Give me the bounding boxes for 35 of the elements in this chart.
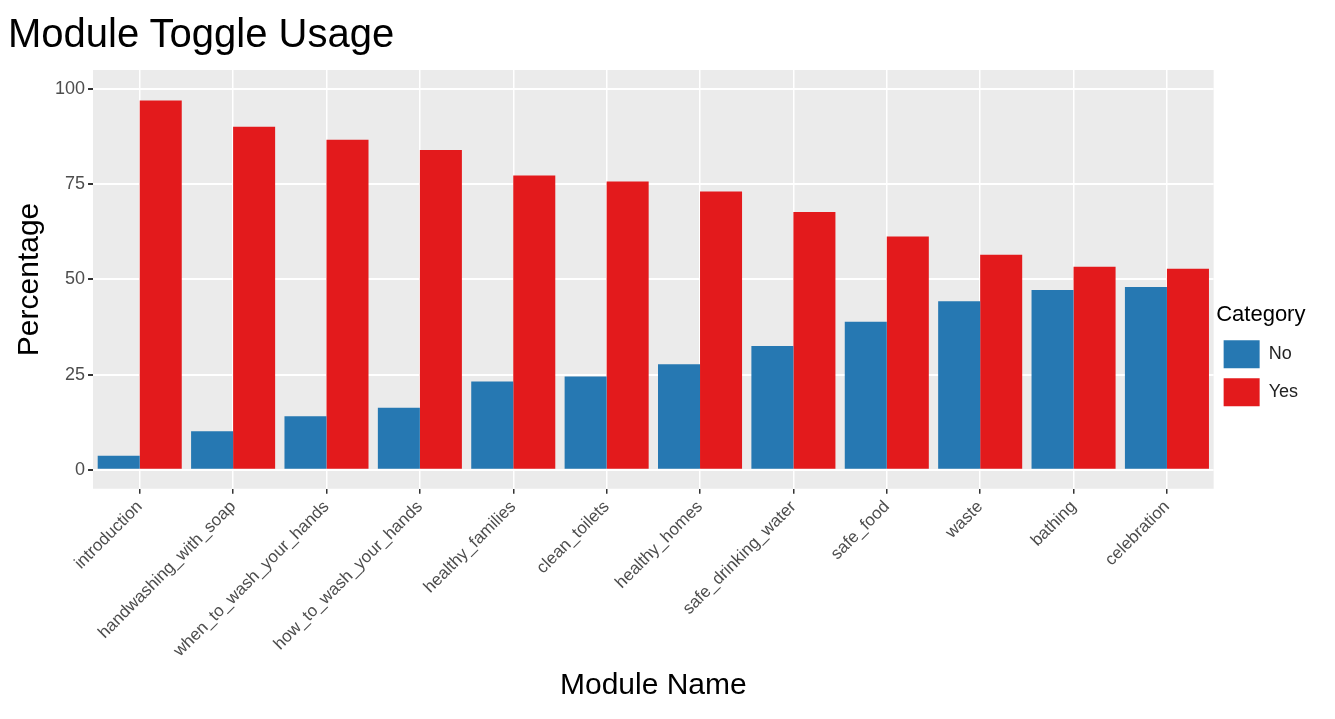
bar bbox=[938, 301, 981, 469]
bar bbox=[886, 236, 929, 469]
bar bbox=[191, 431, 234, 469]
bar bbox=[980, 254, 1023, 469]
y-tick-label: 100 bbox=[54, 78, 86, 99]
legend-title: Category bbox=[1216, 300, 1306, 326]
bar bbox=[751, 346, 794, 469]
bar bbox=[844, 321, 887, 469]
y-tick-label: 50 bbox=[65, 268, 86, 289]
bar bbox=[377, 407, 420, 469]
legend-label: Yes bbox=[1268, 381, 1299, 402]
y-tick-label: 25 bbox=[65, 363, 86, 384]
bar bbox=[513, 175, 556, 469]
legend-label: No bbox=[1268, 343, 1292, 364]
bar bbox=[471, 381, 514, 469]
y-tick-label: 0 bbox=[75, 458, 86, 479]
bar bbox=[700, 191, 743, 469]
bar bbox=[1166, 268, 1209, 469]
bar bbox=[233, 126, 276, 469]
bar bbox=[284, 416, 327, 469]
bar bbox=[658, 364, 701, 469]
bar bbox=[97, 455, 140, 469]
bar bbox=[139, 100, 182, 469]
y-axis-title: Percentage bbox=[11, 202, 45, 357]
chart-title: Module Toggle Usage bbox=[8, 11, 395, 56]
bar bbox=[326, 139, 369, 469]
bar bbox=[564, 376, 607, 469]
y-tick-label: 75 bbox=[65, 173, 86, 194]
bar bbox=[793, 212, 836, 469]
x-axis-title: Module Name bbox=[559, 667, 747, 701]
bar bbox=[419, 149, 462, 469]
bar bbox=[1124, 287, 1167, 469]
bar bbox=[606, 181, 649, 469]
bar bbox=[1031, 290, 1074, 469]
bar bbox=[1073, 266, 1116, 469]
